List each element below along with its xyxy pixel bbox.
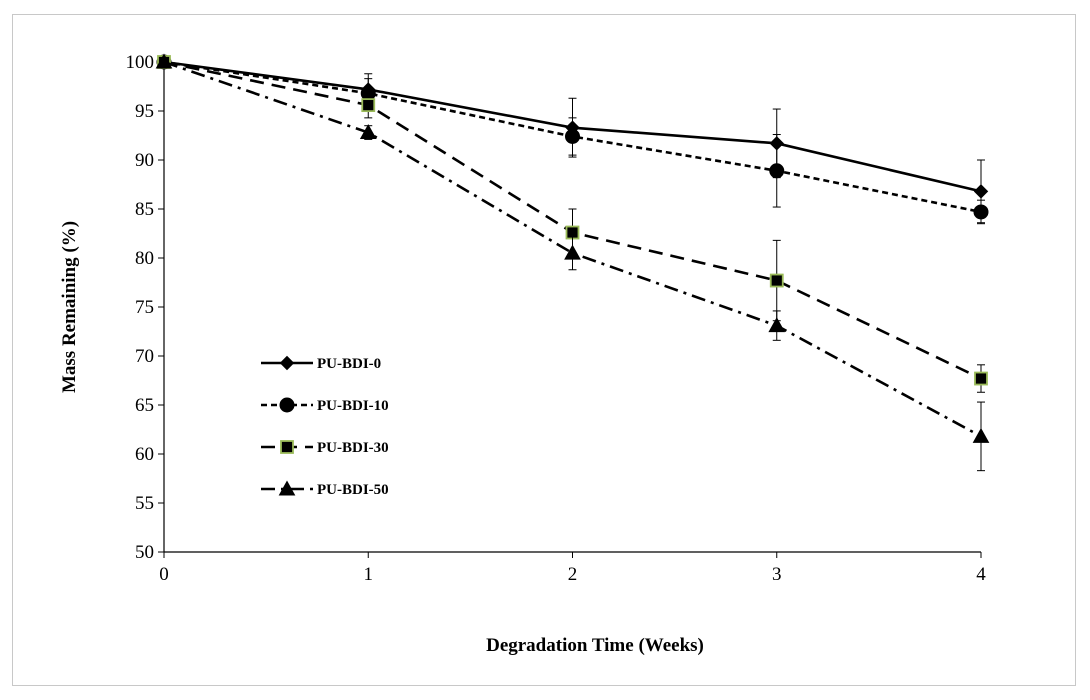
data-point [155,53,173,69]
series-line [163,60,982,438]
series-pu-bdi-30 [157,55,988,393]
data-point [361,98,376,113]
data-point [359,124,377,140]
data-point [769,273,784,288]
y-tick-label: 60 [135,444,154,465]
legend-label: PU-BDI-0 [317,356,381,372]
data-point [564,244,581,260]
data-point [769,163,785,179]
axes: 50 55 60 65 70 75 80 85 90 95 100 0 1 2 3 4 [126,52,987,585]
data-point [768,317,786,333]
x-tick-label: 3 [772,564,782,585]
series-layer [155,53,990,472]
data-point [973,184,989,199]
data-point [973,204,989,220]
y-tick-label: 75 [135,297,154,318]
x-tick-label: 4 [976,564,986,585]
legend-label: PU-BDI-10 [317,398,389,414]
y-tick-label: 80 [135,248,154,269]
y-tick-label: 100 [126,52,155,73]
y-tick-label: 95 [135,101,154,122]
y-tick-label: 90 [135,150,154,171]
series-pu-bdi-10 [156,54,989,225]
legend-marker [279,397,295,413]
x-tick-label: 0 [159,564,169,585]
legend: PU-BDI-0 PU-BDI-10 PU-BDI-30 PU-BDI-50 [261,355,389,498]
y-axis-title: Mass Remaining (%) [59,221,80,393]
x-tick-label: 1 [364,564,374,585]
x-tick-label: 2 [568,564,578,585]
legend-marker [280,440,294,454]
legend-label: PU-BDI-50 [317,482,389,498]
legend-marker [279,355,295,371]
y-tick-label: 50 [135,542,154,563]
legend-item-pu-bdi-10: PU-BDI-10 [261,397,389,414]
data-point [565,128,580,144]
y-tick-label: 85 [135,199,154,220]
series-pu-bdi-50 [155,53,990,472]
legend-item-pu-bdi-0: PU-BDI-0 [261,355,381,372]
legend-label: PU-BDI-30 [317,440,389,456]
chart-frame: 50 55 60 65 70 75 80 85 90 95 100 0 1 2 3 4 PU-BDI-0 PU-… [12,14,1076,686]
data-point [974,371,988,386]
x-axis-title: Degradation Time (Weeks) [486,635,704,656]
data-point [972,427,990,443]
legend-item-pu-bdi-50: PU-BDI-50 [261,480,389,498]
legend-item-pu-bdi-30: PU-BDI-30 [261,440,389,456]
y-tick-label: 65 [135,395,154,416]
legend-marker [278,480,296,496]
y-tick-label: 70 [135,346,154,367]
y-tick-label: 55 [135,493,154,514]
